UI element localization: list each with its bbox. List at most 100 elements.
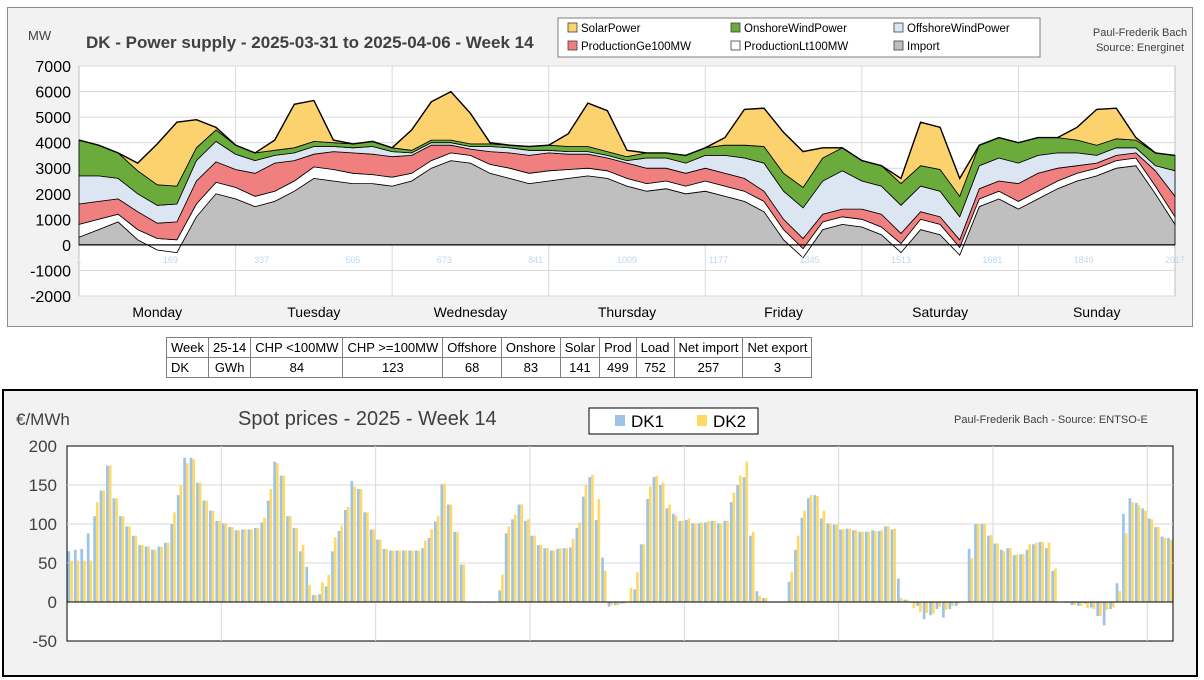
price-bar — [607, 602, 611, 607]
price-bar — [353, 486, 356, 602]
y-tick-label: -1000 — [30, 263, 71, 280]
table-cell: 123 — [342, 357, 444, 378]
price-bar — [176, 495, 180, 602]
price-bar — [1070, 602, 1074, 606]
table-cell: Net export — [742, 337, 813, 358]
price-bar — [974, 524, 977, 602]
price-bar — [957, 602, 961, 604]
price-bar — [112, 498, 116, 602]
price-bar — [736, 485, 739, 602]
table-cell: Net import — [673, 337, 744, 358]
price-bar — [729, 502, 733, 602]
price-bar — [196, 482, 199, 602]
day-label: Saturday — [912, 304, 968, 320]
price-bar — [755, 591, 759, 602]
price-bar — [430, 529, 434, 602]
price-bar — [674, 515, 678, 602]
price-bar — [144, 546, 148, 602]
price-bar — [157, 546, 161, 602]
price-bar — [89, 560, 93, 602]
y-tick-label: 150 — [29, 476, 57, 495]
y-tick-label: 100 — [29, 515, 57, 534]
price-bar — [140, 545, 144, 602]
price-bar — [764, 598, 768, 602]
price-bar — [935, 602, 939, 610]
day-label: Monday — [132, 304, 182, 320]
price-bar — [185, 463, 189, 602]
price-bar — [826, 523, 829, 602]
price-bar — [944, 602, 948, 610]
price-bar — [228, 527, 231, 602]
price-bar — [1115, 583, 1119, 602]
price-bar — [299, 551, 302, 602]
price-bar — [215, 520, 219, 602]
price-bar — [1034, 542, 1038, 602]
price-bar — [1054, 568, 1057, 602]
table-cell: CHP <100MW — [250, 337, 344, 358]
price-bar — [1015, 554, 1019, 602]
price-bar — [108, 465, 112, 602]
legend-swatch — [567, 22, 578, 33]
price-title: Spot prices - 2025 - Week 14 — [238, 408, 497, 430]
price-bar — [929, 602, 932, 616]
price-bar — [1051, 570, 1055, 602]
price-bar — [601, 557, 604, 602]
price-bar — [1147, 518, 1151, 602]
price-bar — [594, 520, 598, 602]
price-bar — [372, 529, 376, 602]
hour-tick-label: 505 — [345, 255, 360, 265]
y-tick-label: 5000 — [35, 110, 71, 127]
price-bar — [584, 485, 588, 602]
price-bar — [569, 547, 572, 602]
price-bar — [661, 482, 665, 602]
price-bar — [543, 548, 547, 602]
price-bar — [713, 520, 716, 602]
price-bar — [758, 595, 761, 602]
price-bar — [1012, 555, 1016, 602]
legend-swatch — [567, 40, 578, 51]
price-bar — [1156, 527, 1160, 602]
price-bar — [633, 589, 637, 602]
price-bar — [356, 488, 360, 602]
price-bar — [588, 477, 592, 602]
price-bar — [198, 482, 202, 602]
price-bar — [693, 523, 697, 602]
price-bar — [118, 516, 122, 602]
price-bar — [138, 545, 141, 602]
day-label: Tuesday — [287, 304, 340, 320]
price-bar — [700, 522, 704, 602]
price-bar — [1122, 513, 1125, 602]
price-bar — [331, 551, 334, 602]
price-bar — [1169, 539, 1173, 602]
spot-prices-panel: -50 0 50 100 150 200 €/MWh Spot prices - 2025… — [2, 389, 1198, 677]
legend-swatch — [730, 22, 741, 33]
price-bar — [520, 504, 524, 602]
price-bar — [366, 512, 369, 602]
price-bar — [237, 530, 241, 602]
price-bar — [822, 510, 826, 602]
y-tick-label: 2000 — [35, 187, 71, 204]
price-bar — [234, 530, 238, 602]
price-bar — [517, 504, 521, 602]
price-bar — [790, 572, 794, 602]
price-bar — [738, 475, 742, 602]
price-bar — [86, 533, 90, 602]
legend-label: ProductionGe100MW — [581, 41, 691, 53]
price-bar — [983, 524, 987, 602]
price-bar — [376, 539, 379, 602]
price-bar — [546, 548, 549, 602]
table-header-row: Week 25-14 CHP <100MW CHP >=100MW Offsho… — [166, 337, 813, 358]
price-bar — [652, 477, 656, 602]
price-bar — [128, 526, 131, 602]
price-bar — [1021, 553, 1025, 602]
price-bar — [1111, 602, 1115, 608]
hour-tick-label: 1009 — [617, 255, 637, 265]
price-bar — [723, 520, 727, 602]
price-bar — [809, 495, 813, 602]
price-bar — [131, 535, 135, 602]
price-bar — [989, 534, 993, 602]
price-bar — [556, 548, 559, 602]
price-bar — [581, 496, 585, 602]
legend-swatch — [893, 40, 904, 51]
price-bar — [919, 602, 922, 613]
